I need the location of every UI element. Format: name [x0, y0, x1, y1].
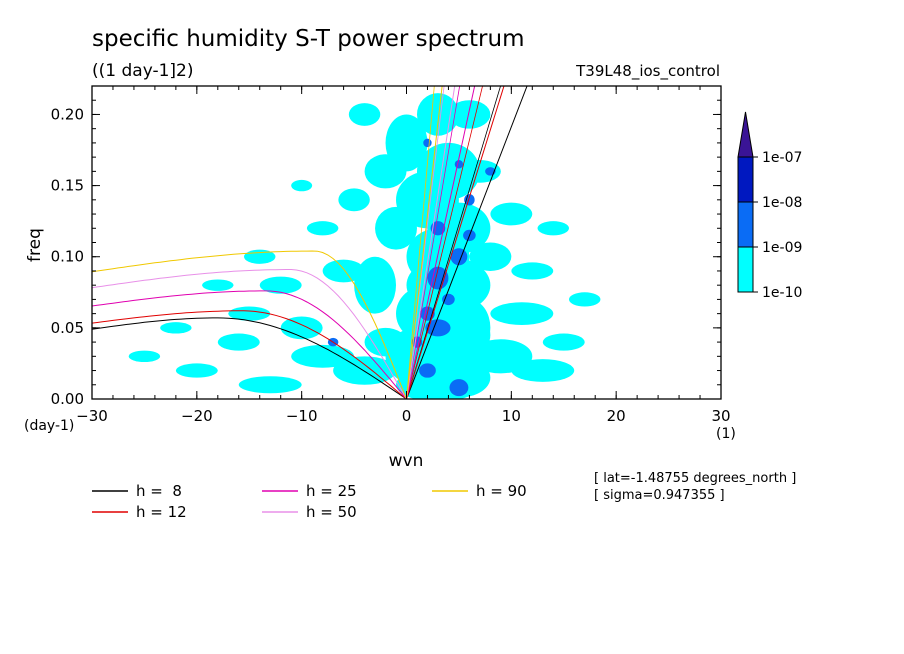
colorbar-segment-1: [737, 201, 754, 248]
contour-blue-4: [427, 266, 449, 290]
contour-cyan-36: [448, 100, 491, 129]
contour-blue-1: [419, 363, 436, 378]
legend-label-1: h = 12: [136, 503, 187, 521]
x-tick-label-2: −10: [286, 407, 318, 425]
contour-cyan-28: [469, 242, 512, 271]
contour-fill: [128, 93, 601, 399]
kelvin-line-4: [406, 86, 443, 399]
colorbar-label-0: 1e-10: [762, 285, 802, 301]
contour-cyan-20: [217, 333, 260, 351]
contour-cyan-33: [364, 154, 407, 189]
contour-blue-14: [423, 138, 432, 148]
contour-cyan-39: [160, 322, 192, 334]
rossby-curve-2: [92, 290, 407, 399]
rossby-curve-0: [92, 317, 407, 399]
contour-cyan-32: [458, 159, 501, 183]
plot-axes: −30 −20 −10 0 10 20 30 0.00 0.05 0.10 0.15 0.20: [51, 85, 731, 425]
rossby-curve-4: [92, 250, 407, 399]
contour-cyan-26: [490, 302, 554, 326]
x-tick-label-6: 30: [711, 407, 730, 425]
wave-branch-1: [406, 86, 483, 399]
x-tick-label-5: 20: [607, 407, 626, 425]
contour-cyan-21: [175, 363, 218, 378]
contour-blue-13: [454, 159, 464, 169]
rossby-curve-3: [92, 269, 407, 399]
sigma-info: [ sigma=0.947355 ]: [594, 488, 725, 503]
x-axis-label: wvn: [389, 451, 424, 471]
contour-cyan-37: [306, 221, 339, 236]
colorbar-label-3: 1e-07: [762, 150, 802, 166]
contour-cyan-34: [338, 188, 370, 212]
kelvin-line-3: [406, 86, 456, 399]
lat-info: [ lat=-1.48755 degrees_north ]: [594, 471, 796, 486]
contour-cyan-12: [448, 299, 491, 357]
colorbar: 1e-10 1e-09 1e-08 1e-07: [737, 111, 802, 301]
contour-cyan-29: [490, 202, 533, 226]
chart-title: specific humidity S-T power spectrum: [92, 26, 524, 52]
contour-blue-6: [430, 221, 446, 236]
contour-cyan-43: [291, 179, 313, 192]
rossby-curve-1: [92, 310, 407, 399]
contour-blue-0: [449, 379, 469, 397]
wave-branch-2: [406, 86, 461, 399]
y-tick-label-0: 0.00: [51, 390, 84, 408]
contour-cyan-22: [322, 259, 365, 283]
contour-cyan-17: [291, 344, 355, 368]
contour-cyan-19: [238, 376, 302, 394]
y-tick-label-3: 0.15: [51, 177, 84, 195]
contour-cyan-42: [568, 292, 601, 307]
legend-label-3: h = 50: [306, 503, 357, 521]
y-units-label: (day-1): [24, 418, 74, 434]
kelvin-line-1: [406, 86, 505, 399]
y-axis-label: freq: [25, 228, 45, 262]
contour-cyan-18: [280, 316, 323, 340]
contour-cyan-15: [375, 206, 417, 250]
contour-cyan-9: [416, 142, 480, 200]
contour-cyan-31: [511, 262, 554, 280]
y-tick-label-4: 0.20: [51, 105, 84, 123]
kelvin-line-0: [406, 86, 528, 399]
dispersion-curves: [92, 86, 528, 399]
legend-label-2: h = 25: [306, 482, 357, 500]
y-tick-label-2: 0.10: [51, 248, 84, 266]
wave-branch-4: [406, 86, 435, 399]
contour-cyan-13: [364, 327, 407, 357]
contour-cyan-41: [537, 221, 569, 236]
contour-cyan-30: [542, 333, 585, 351]
colorbar-segment-2: [737, 156, 754, 203]
colorbar-extend-triangle: [737, 111, 754, 158]
contour-cyan-23: [259, 276, 302, 294]
chart-subtitle: ((1 day-1]2): [92, 61, 194, 81]
contour-cyan-40: [202, 279, 234, 291]
wave-branch-0: [406, 86, 501, 399]
legend-label-4: h = 90: [476, 482, 527, 500]
x-tick-label-0: −30: [76, 407, 108, 425]
contour-blue-2: [425, 319, 451, 337]
dataset-label: T39L48_ios_control: [575, 62, 720, 81]
x-tick-label-3: 0: [402, 407, 412, 425]
colorbar-label-2: 1e-08: [762, 195, 802, 211]
x-tick-label-4: 10: [502, 407, 521, 425]
contour-cyan-27: [511, 359, 575, 382]
curve-legend: h = 8 h = 12 h = 25 h = 50 h = 90: [92, 482, 527, 521]
contour-cyan-38: [228, 306, 271, 321]
colorbar-label-1: 1e-09: [762, 240, 802, 256]
y-tick-label-1: 0.05: [51, 319, 84, 337]
kelvin-line-2: [406, 86, 476, 399]
x-units-label: (1): [716, 426, 736, 442]
contour-blue-8: [442, 293, 455, 306]
contour-cyan-44: [128, 350, 161, 363]
colorbar-segment-0: [737, 246, 754, 293]
legend-label-0: h = 8: [136, 482, 182, 500]
x-tick-label-1: −20: [181, 407, 213, 425]
contour-cyan-35: [348, 103, 381, 126]
